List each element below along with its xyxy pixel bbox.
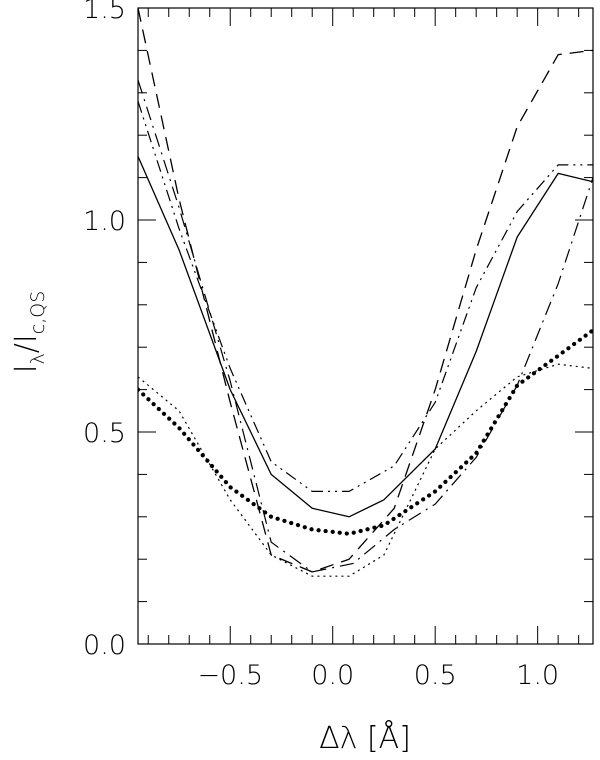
series-line-solid [138,156,593,518]
x-tick-label: 0.5 [414,660,457,691]
x-tick-label: −0.5 [197,660,263,691]
y-axis-label: Iλ/Ic,QS [9,291,49,374]
y-label-slash: / [9,343,44,353]
y-tick-label: 1.5 [83,0,126,25]
series-line-dotted-thin [138,363,593,577]
series-group [138,8,593,577]
x-tick-label: 0.0 [311,660,354,691]
series-line-dotted-thick [138,328,593,536]
series-line-dash-dot [138,79,593,573]
tick-labels: −0.5 0.0 0.5 1.0 0.0 0.5 1.0 1.5 [83,0,559,691]
y-label-sub-top: λ [27,353,49,364]
y-label-main: I [9,364,44,373]
series-line-dashed [138,8,593,573]
y-tick-label: 1.0 [83,206,126,237]
x-axis-label: Δλ [Å] [319,719,411,756]
series-line-dash-dot-dot [138,101,593,492]
y-tick-label: 0.5 [83,418,126,449]
y-label-sub-bottom: c,QS [27,291,49,335]
y-tick-label: 0.0 [83,630,126,661]
y-label-main2: I [9,334,44,343]
svg-text:Iλ/Ic,QS: Iλ/Ic,QS [9,291,49,374]
plot-frame [137,7,594,645]
x-tick-label: 1.0 [516,660,559,691]
